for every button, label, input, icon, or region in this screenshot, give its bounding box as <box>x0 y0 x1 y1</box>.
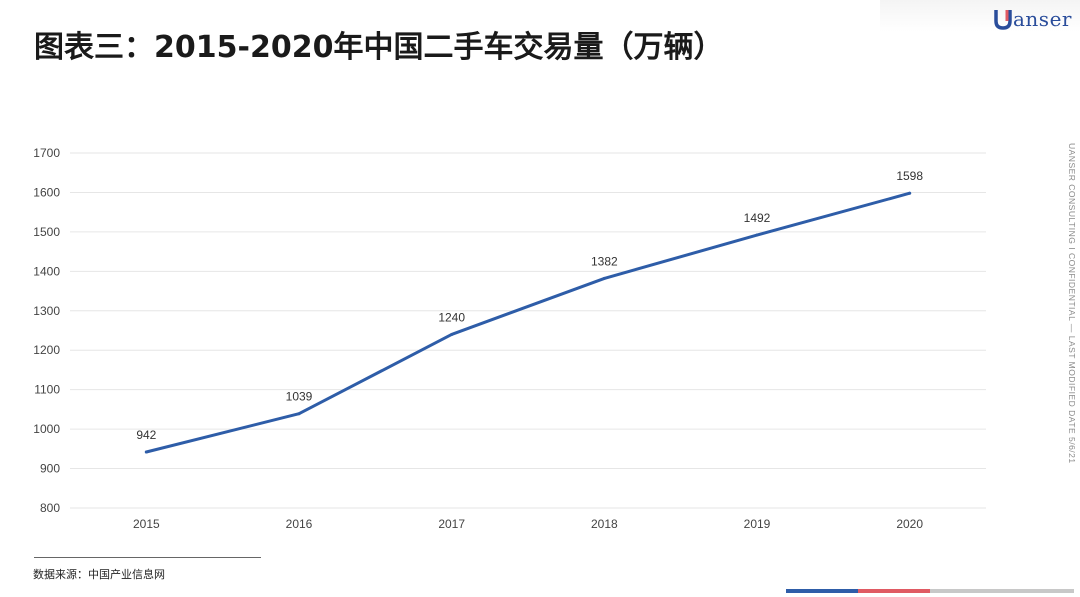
data-label: 942 <box>136 428 156 442</box>
x-tick-label: 2018 <box>591 517 618 531</box>
footer-strip-gray-2 <box>1002 589 1074 593</box>
data-label: 1598 <box>896 169 923 183</box>
source-divider <box>34 557 261 558</box>
series-layer <box>144 191 912 454</box>
data-point <box>755 233 759 237</box>
data-label: 1492 <box>744 211 771 225</box>
footer-strip-gray <box>930 589 1002 593</box>
x-tick-label: 2020 <box>896 517 923 531</box>
x-tick-label: 2019 <box>744 517 771 531</box>
confidential-note: UANSER CONSULTING I CONFIDENTIAL — LAST … <box>1067 143 1077 464</box>
data-point <box>450 332 454 336</box>
x-tick-label: 2017 <box>438 517 465 531</box>
y-tick-label: 1700 <box>33 146 60 160</box>
y-tick-label: 800 <box>40 501 60 515</box>
logo-text: anser <box>1013 7 1072 31</box>
page-title: 图表三：2015-2020年中国二手车交易量（万辆） <box>34 30 724 65</box>
x-axis-ticks: 2015 2016 2017 2018 2019 2020 <box>133 517 923 531</box>
y-tick-label: 1400 <box>33 264 60 278</box>
corner-shadow <box>880 0 1080 32</box>
y-tick-label: 900 <box>40 462 60 476</box>
x-tick-label: 2015 <box>133 517 160 531</box>
y-axis-ticks: 800 900 1000 1100 1200 1300 1400 1500 1600 1700 <box>33 146 60 515</box>
source-note: 数据来源：中国产业信息网 <box>33 568 165 581</box>
y-tick-label: 1300 <box>33 304 60 318</box>
grid-lines <box>70 152 986 509</box>
y-tick-label: 1200 <box>33 343 60 357</box>
y-tick-label: 1600 <box>33 185 60 199</box>
data-point <box>602 276 606 280</box>
logo-u-icon <box>994 10 1012 30</box>
data-point <box>144 450 148 454</box>
y-tick-label: 1500 <box>33 225 60 239</box>
y-tick-label: 1000 <box>33 422 60 436</box>
footer-strip-blue <box>786 589 858 593</box>
brand-logo: anser <box>994 4 1072 34</box>
y-tick-label: 1100 <box>34 383 60 397</box>
data-point <box>297 412 301 416</box>
x-tick-label: 2016 <box>286 517 313 531</box>
data-point <box>908 191 912 195</box>
series-line <box>144 191 912 454</box>
data-labels: 942 1039 1240 1382 1492 1598 <box>136 169 923 442</box>
data-label: 1039 <box>286 390 313 404</box>
data-label: 1240 <box>438 310 465 324</box>
data-label: 1382 <box>591 254 618 268</box>
footer-strip-red <box>858 589 930 593</box>
